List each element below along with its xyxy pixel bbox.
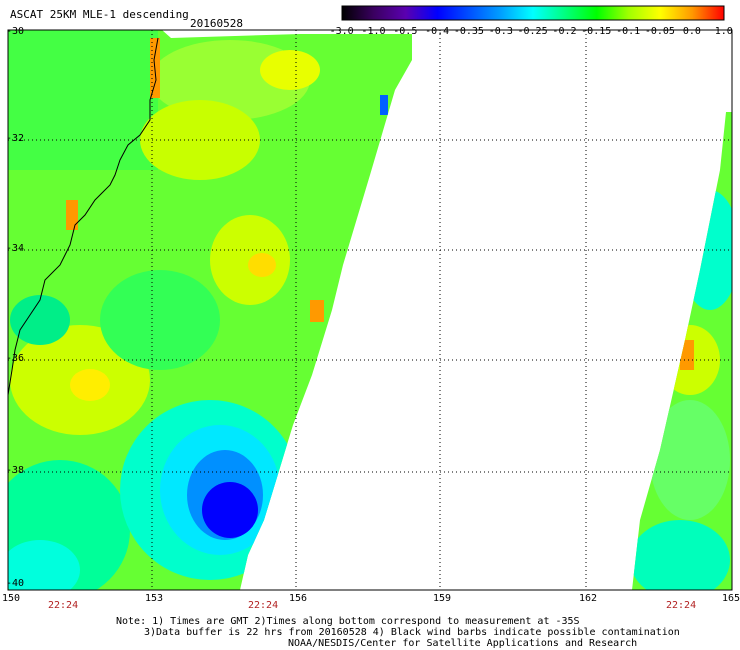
- note-line-3: NOAA/NESDIS/Center for Satellite Applica…: [288, 638, 638, 649]
- colorbar-label: -0.15: [581, 26, 612, 37]
- lat-label: -40: [6, 578, 25, 589]
- colorbar-label: -3.0: [329, 26, 354, 37]
- lon-label: 162: [579, 593, 598, 604]
- graticule: [8, 30, 732, 590]
- lon-label: 153: [145, 593, 164, 604]
- colorbar: [341, 5, 725, 21]
- map-date: 20160528: [190, 17, 243, 30]
- lon-label: 165: [722, 593, 740, 604]
- colorbar-label: -0.5: [393, 26, 418, 37]
- lon-label: 150: [2, 593, 21, 604]
- lon-label: 156: [289, 593, 308, 604]
- time-label: 22:24: [248, 600, 279, 611]
- colorbar-label: -0.35: [453, 26, 484, 37]
- left-swath: [8, 30, 412, 590]
- lat-label: -34: [6, 243, 25, 254]
- lat-label: -30: [6, 26, 25, 37]
- colorbar-label: 1.0: [714, 26, 733, 37]
- colorbar-label: -1.0: [361, 26, 386, 37]
- note-line-2: 3)Data buffer is 22 hrs from 20160528 4)…: [144, 627, 680, 638]
- note-line-1: Note: 1) Times are GMT 2)Times along bot…: [116, 616, 580, 627]
- lat-label: -36: [6, 353, 25, 364]
- colorbar-gradient: [341, 5, 725, 21]
- colorbar-label: -0.25: [517, 26, 548, 37]
- time-label: 22:24: [48, 600, 79, 611]
- time-label: 22:24: [666, 600, 697, 611]
- right-swath: [632, 112, 732, 590]
- lon-label: 159: [433, 593, 452, 604]
- coastline: [7, 37, 159, 396]
- colorbar-label: -0.2: [552, 26, 577, 37]
- colorbar-label: -0.05: [644, 26, 675, 37]
- map-title: ASCAT 25KM MLE-1 descending: [10, 8, 189, 21]
- colorbar-label: -0.1: [616, 26, 641, 37]
- colorbar-label: -0.4: [425, 26, 450, 37]
- lat-label: -32: [6, 133, 25, 144]
- colorbar-label: -0.3: [488, 26, 513, 37]
- colorbar-label: 0.0: [682, 26, 701, 37]
- lat-label: -38: [6, 465, 25, 476]
